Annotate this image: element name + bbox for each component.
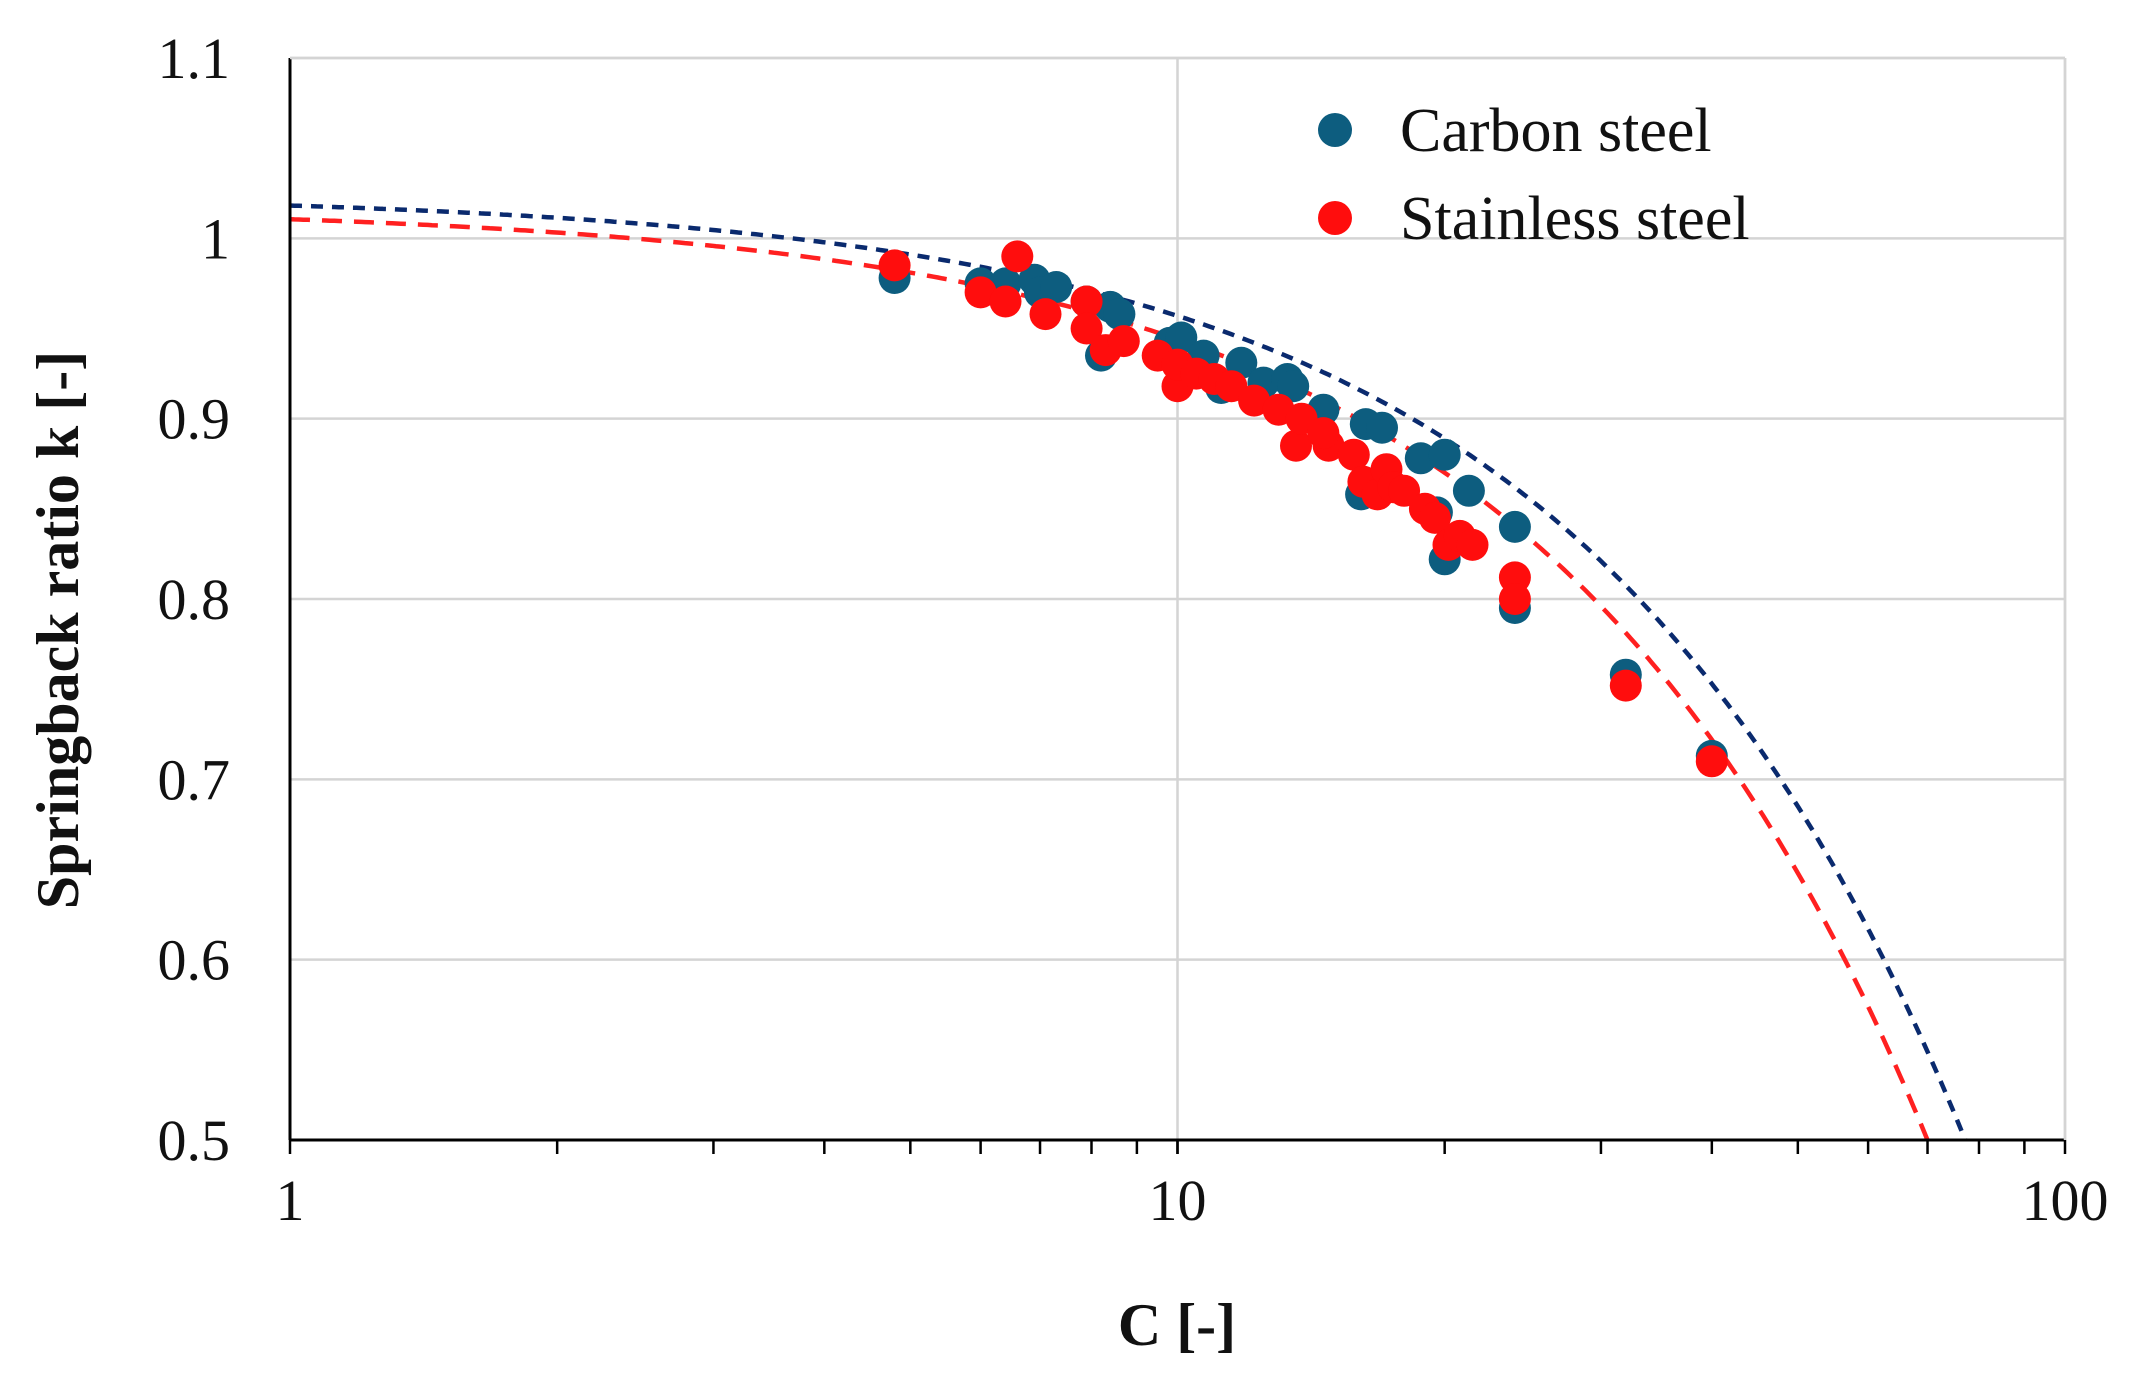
point-stainless-steel (1609, 669, 1642, 702)
axes (288, 56, 2067, 1154)
point-carbon-steel (1452, 474, 1485, 507)
legend-label-stainless-steel: Stainless steel (1400, 185, 1750, 253)
point-stainless-steel (1337, 438, 1370, 471)
fit-line-stainless-steel (289, 216, 1930, 1142)
point-stainless-steel (1695, 745, 1728, 778)
point-stainless-steel (1001, 240, 1034, 273)
point-stainless-steel (1388, 474, 1421, 507)
y-axis-title: Springback ratio k [-] (25, 351, 91, 909)
x-axis-title: C [-] (1118, 1292, 1236, 1358)
y-tick-label: 0.5 (158, 1108, 231, 1173)
point-stainless-steel (1107, 325, 1140, 358)
point-stainless-steel (1029, 298, 1062, 331)
legend-marker-stainless-steel (1318, 201, 1352, 235)
point-stainless-steel (1070, 312, 1103, 345)
y-tick-label: 1.1 (158, 26, 231, 91)
x-tick-label: 1 (276, 1168, 305, 1233)
point-carbon-steel (1103, 298, 1136, 331)
legend: Carbon steel Stainless steel (1318, 97, 1750, 253)
point-stainless-steel (1070, 285, 1103, 318)
point-carbon-steel (1366, 411, 1398, 444)
grid-lines (290, 56, 2067, 1140)
point-carbon-steel (1404, 442, 1437, 475)
legend-marker-carbon-steel (1318, 113, 1352, 147)
x-tick-label: 10 (1149, 1168, 1207, 1233)
y-tick-label: 0.7 (158, 747, 231, 812)
point-stainless-steel (878, 249, 911, 282)
point-carbon-steel (1498, 510, 1531, 543)
point-carbon-steel (1428, 438, 1461, 471)
y-tick-label: 0.9 (158, 387, 231, 452)
point-stainless-steel (989, 285, 1022, 318)
point-stainless-steel (1418, 501, 1451, 534)
data-points (878, 240, 1728, 778)
point-carbon-steel (1165, 321, 1198, 354)
point-stainless-steel (1498, 583, 1531, 615)
y-tick-label: 0.6 (158, 928, 231, 993)
point-carbon-steel (1040, 271, 1073, 303)
point-stainless-steel (1307, 417, 1340, 450)
point-carbon-steel (1277, 370, 1310, 403)
point-stainless-steel (1215, 370, 1248, 403)
x-tick-label: 100 (2022, 1168, 2109, 1233)
y-tick-label: 1 (201, 206, 230, 271)
point-stainless-steel (1456, 528, 1489, 561)
tick-labels: 0.5 0.6 0.7 0.8 0.9 1 1.1 1 10 100 (158, 26, 2109, 1233)
point-stainless-steel (964, 276, 997, 309)
y-tick-label: 0.8 (158, 567, 231, 632)
point-stainless-steel (1280, 429, 1312, 462)
legend-label-carbon-steel: Carbon steel (1400, 97, 1712, 165)
point-stainless-steel (1238, 384, 1271, 417)
